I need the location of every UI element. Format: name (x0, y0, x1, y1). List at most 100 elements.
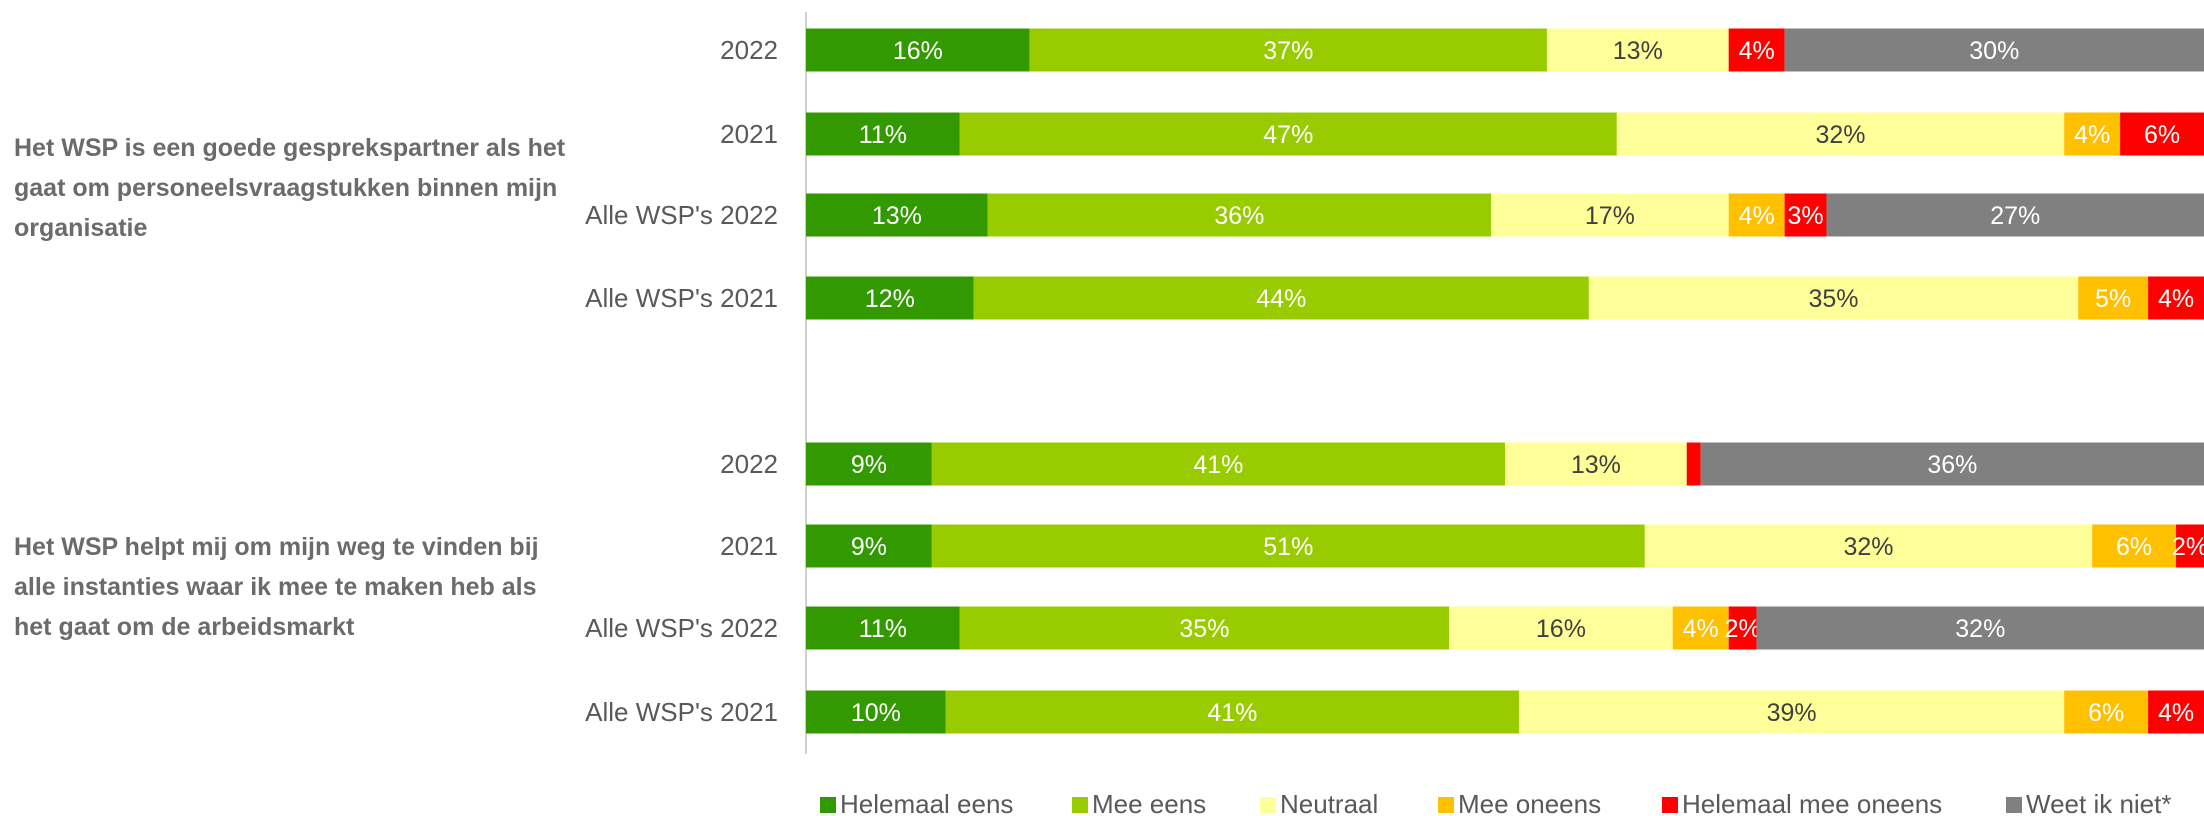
bar-segment (931, 524, 1645, 568)
legend-label: Neutraal (1280, 789, 1378, 816)
data-label: 35% (1179, 615, 1229, 643)
data-label: 13% (1571, 451, 1621, 479)
data-label: 37% (1263, 37, 1313, 65)
bar-segment (1644, 524, 2093, 568)
bar-segment (1700, 442, 2204, 486)
bar-segment (2148, 276, 2204, 320)
data-label: 11% (859, 615, 907, 643)
data-label: 35% (1809, 285, 1859, 313)
row-label: 2021 (720, 531, 778, 561)
data-label: 2% (1725, 615, 1761, 643)
bar-segment (959, 112, 1617, 156)
bar-segment (806, 112, 960, 156)
bar-segment (1518, 690, 2065, 734)
data-label: 6% (2088, 699, 2124, 727)
row-label: Alle WSP's 2021 (585, 283, 778, 313)
legend-label: Helemaal eens (840, 789, 1013, 816)
bar-segment (806, 442, 932, 486)
bar-segment (2078, 276, 2149, 320)
row-label: 2022 (720, 449, 778, 479)
data-label: 13% (1613, 37, 1663, 65)
data-label: 47% (1263, 121, 1313, 149)
data-label: 4% (1739, 202, 1775, 230)
data-label: 30% (1969, 37, 2019, 65)
bar-segment (931, 442, 1505, 486)
data-label: 13% (872, 202, 922, 230)
data-label: 4% (1683, 615, 1719, 643)
data-label: 4% (1739, 37, 1775, 65)
data-label: 12% (865, 285, 915, 313)
data-label: 16% (1536, 615, 1586, 643)
bar-segment (2064, 112, 2121, 156)
bar-segment (2148, 690, 2204, 734)
legend-label: Mee eens (1092, 789, 1206, 816)
bar-segment (806, 524, 932, 568)
bar-segment (1546, 28, 1729, 72)
bar-segment (806, 276, 974, 320)
legend-label: Weet ik niet* (2026, 789, 2171, 816)
data-label: 2% (2172, 533, 2204, 561)
data-label: 51% (1263, 533, 1313, 561)
legend-swatch (1438, 797, 1454, 813)
bar-segment (1686, 442, 1701, 486)
row-label: 2022 (720, 35, 778, 65)
legend-swatch (1260, 797, 1276, 813)
data-label: 9% (851, 533, 887, 561)
bar-segment (806, 606, 960, 650)
data-label: 41% (1193, 451, 1243, 479)
question-1-title: Het WSP is een goede gesprekspartner als… (14, 134, 566, 242)
data-label: 16% (893, 37, 943, 65)
bar-segment (806, 690, 946, 734)
data-label: 27% (1990, 202, 2040, 230)
bar-segment (1784, 193, 1827, 237)
bar-segment (1449, 606, 1673, 650)
legend-swatch (1072, 797, 1088, 813)
legend-label: Helemaal mee oneens (1682, 789, 1942, 816)
bar-segment (1029, 28, 1547, 72)
data-label: 44% (1256, 285, 1306, 313)
bar-segment (1672, 606, 1729, 650)
bar-segment (2176, 524, 2204, 568)
bar-segment (806, 28, 1030, 72)
legend-swatch (1662, 797, 1678, 813)
bar-segment (2064, 690, 2149, 734)
bar-segment (1588, 276, 2079, 320)
row-label: Alle WSP's 2021 (585, 697, 778, 727)
legend-label: Mee oneens (1458, 789, 1601, 816)
data-label: 41% (1207, 699, 1257, 727)
row-label: Alle WSP's 2022 (585, 200, 778, 230)
data-label: 17% (1585, 202, 1635, 230)
data-label: 9% (851, 451, 887, 479)
bar-segment (1728, 193, 1785, 237)
row-label: 2021 (720, 119, 778, 149)
data-label: 6% (2144, 121, 2180, 149)
bar-segment (959, 606, 1450, 650)
data-label: 32% (1815, 121, 1865, 149)
bar-segment (1784, 28, 2204, 72)
data-label: 36% (1214, 202, 1264, 230)
data-label: 6% (2116, 533, 2152, 561)
bar-segment (987, 193, 1492, 237)
bar-segment (2092, 524, 2177, 568)
bar-segment (806, 193, 988, 237)
bar-segment (1505, 442, 1687, 486)
data-label: 5% (2095, 285, 2131, 313)
legend-swatch (820, 797, 836, 813)
bar-segment (973, 276, 1589, 320)
data-label: 32% (1955, 615, 2005, 643)
row-label: Alle WSP's 2022 (585, 613, 778, 643)
bar-segment (1491, 193, 1729, 237)
bar-segment (945, 690, 1519, 734)
data-label: 36% (1927, 451, 1977, 479)
data-label: 32% (1843, 533, 1893, 561)
data-label: 3% (1787, 202, 1823, 230)
data-label: 39% (1767, 699, 1817, 727)
data-label: 4% (2158, 699, 2194, 727)
data-label: 11% (859, 121, 907, 149)
bar-segment (1756, 606, 2204, 650)
bar-segment (1826, 193, 2204, 237)
data-label: 10% (851, 699, 901, 727)
bar-segment (1616, 112, 2065, 156)
bar-segment (2120, 112, 2204, 156)
